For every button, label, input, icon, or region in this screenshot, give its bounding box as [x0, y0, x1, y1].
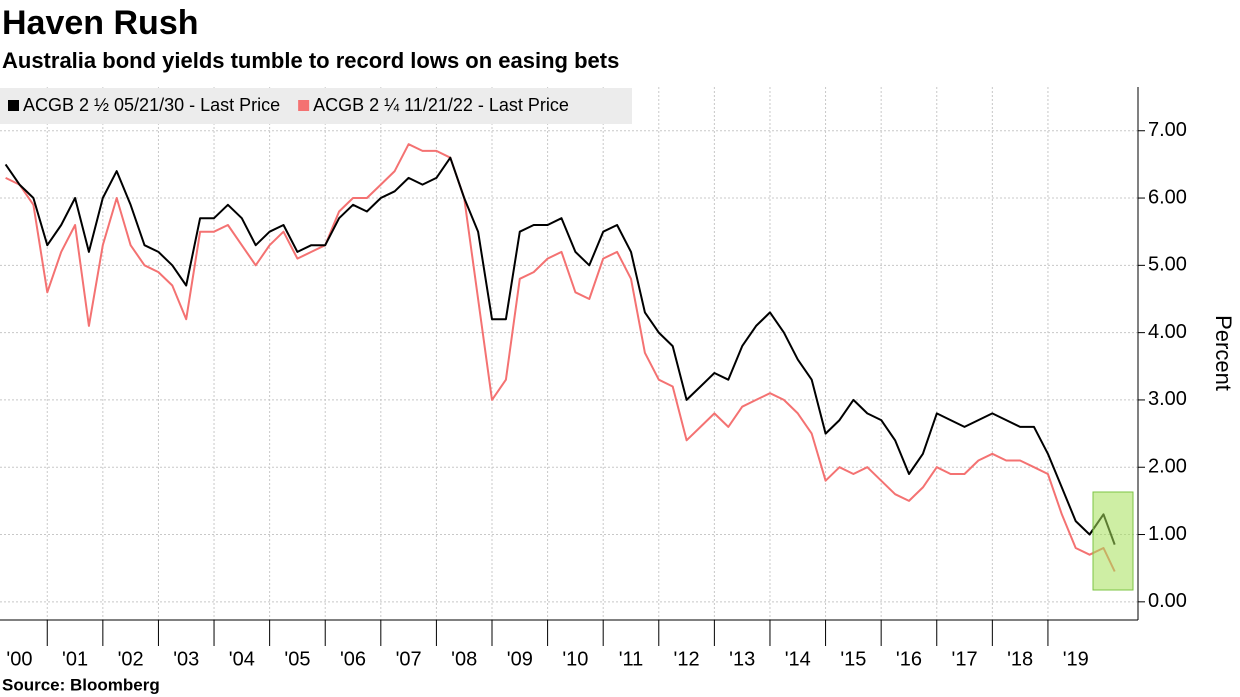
x-tick-label: '09: [507, 648, 533, 670]
x-tick-label: '01: [62, 648, 88, 670]
y-tick-label: 0.00: [1148, 590, 1187, 612]
x-tick-label: '19: [1063, 648, 1089, 670]
x-tick-label: '16: [896, 648, 922, 670]
legend-label: ACGB 2 ¼ 11/21/22 - Last Price: [313, 95, 569, 115]
y-tick-label: 4.00: [1148, 321, 1187, 343]
y-tick-label: 2.00: [1148, 456, 1187, 478]
x-tick-label: '02: [118, 648, 144, 670]
legend-label: ACGB 2 ½ 05/21/30 - Last Price: [23, 95, 280, 115]
y-tick-label: 1.00: [1148, 523, 1187, 545]
x-tick-label: '12: [674, 648, 700, 670]
highlight-box: [1092, 491, 1134, 591]
x-tick-label: '06: [340, 648, 366, 670]
x-tick-label: '08: [451, 648, 477, 670]
y-tick-label: 3.00: [1148, 388, 1187, 410]
x-tick-label: '03: [173, 648, 199, 670]
x-tick-label: '17: [952, 648, 978, 670]
legend-swatch: [8, 100, 19, 111]
series-line: [4, 156, 1116, 545]
x-tick-label: '10: [562, 648, 588, 670]
chart-subtitle: Australia bond yields tumble to record l…: [2, 48, 619, 73]
x-tick-label: '18: [1007, 648, 1033, 670]
x-tick-label: '04: [229, 648, 255, 670]
y-tick-label: 6.00: [1148, 186, 1187, 208]
legend-swatch: [298, 100, 310, 111]
series-line: [5, 143, 1116, 572]
x-tick-label: '00: [6, 648, 32, 670]
y-tick-label: 7.00: [1148, 119, 1187, 141]
x-tick-label: '14: [785, 648, 811, 670]
source: Source: Bloomberg: [2, 675, 160, 694]
x-tick-label: '05: [284, 648, 310, 670]
y-tick-label: 5.00: [1148, 254, 1187, 276]
y-axis-label: Percent: [1211, 315, 1236, 391]
x-tick-label: '07: [396, 648, 422, 670]
x-tick-label: '11: [619, 648, 644, 670]
legend-background: [0, 88, 632, 124]
x-tick-label: '15: [840, 648, 866, 670]
x-tick-label: '13: [729, 648, 755, 670]
chart-title: Haven Rush: [2, 4, 199, 42]
